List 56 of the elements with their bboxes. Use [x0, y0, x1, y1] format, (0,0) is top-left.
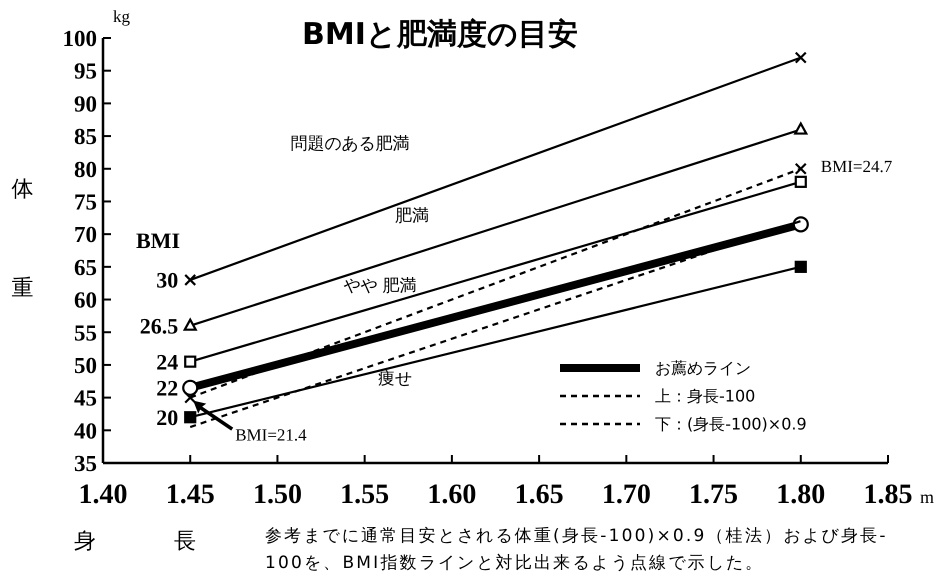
point: [184, 356, 196, 368]
y-tick-label: 95: [74, 58, 97, 84]
x-tick-label: 1.45: [166, 479, 215, 510]
annotation: やや 肥満: [343, 276, 417, 296]
annotation: 問題のある肥満: [290, 134, 410, 154]
y-tick-label: 75: [74, 190, 97, 215]
x-tick-label: 1.60: [427, 479, 476, 510]
point: [794, 176, 807, 188]
y-axis-title: 体重: [10, 160, 34, 356]
annotation: BMI: [136, 228, 180, 253]
y-tick-label: 65: [74, 254, 97, 280]
y-tick-label: 90: [74, 91, 97, 116]
point: [184, 318, 197, 331]
legend-label: お薦めライン: [655, 358, 751, 378]
point: [792, 216, 809, 232]
point: [794, 52, 807, 64]
series-label: 26.5: [140, 313, 178, 338]
series-label: 20: [156, 404, 178, 430]
legend-label: 下：(身長-100)×0.9: [655, 414, 807, 434]
y-tick-label: 35: [74, 451, 97, 476]
x-tick-label: 1.50: [252, 479, 302, 510]
y-tick-label: 85: [74, 124, 97, 150]
y-tick-label: 100: [62, 26, 97, 52]
y-tick-label: 80: [74, 156, 97, 182]
x-tick-label: 1.65: [514, 479, 564, 510]
text: m: [920, 487, 934, 507]
annotation: 痩せ: [378, 368, 412, 389]
text: 身長: [74, 529, 196, 554]
x-tick-label: 1.85: [864, 479, 912, 510]
x-tick-label: 1.70: [602, 479, 651, 510]
y-tick-label: 40: [74, 418, 97, 444]
y-tick-label: 45: [74, 386, 97, 411]
annotation: 肥満: [395, 206, 429, 226]
x-tick-label: 1.80: [776, 479, 826, 510]
point: [794, 260, 807, 273]
chart-title: BMIと肥満度の目安: [302, 17, 578, 52]
legend-label: 上：身長-100: [655, 386, 756, 406]
series-label: 24: [156, 349, 178, 374]
x-tick-label: 1.40: [78, 479, 128, 510]
x-tick-label: 1.55: [340, 479, 390, 510]
y-tick-label: 55: [74, 320, 97, 346]
series-label: 30: [156, 268, 178, 293]
annotation: BMI=21.4: [235, 426, 308, 445]
point: [184, 392, 196, 404]
annotation: BMI=24.7: [820, 157, 893, 176]
annotation: 22: [156, 376, 178, 401]
x-tick-label: 1.75: [689, 479, 738, 510]
y-tick-label: 60: [74, 288, 97, 313]
y-tick-label: 50: [74, 352, 97, 378]
point: [184, 411, 196, 424]
point: [794, 162, 807, 175]
point: [182, 380, 198, 396]
y-tick-label: 70: [74, 222, 97, 248]
point: [184, 274, 196, 286]
text: 参考までに通常目安とされる体重(身長-100)×0.9（桂法）および身長-100を、BMI指数ラインと対比出来るよう点線で示した。: [265, 526, 888, 573]
text: kg: [113, 7, 130, 26]
